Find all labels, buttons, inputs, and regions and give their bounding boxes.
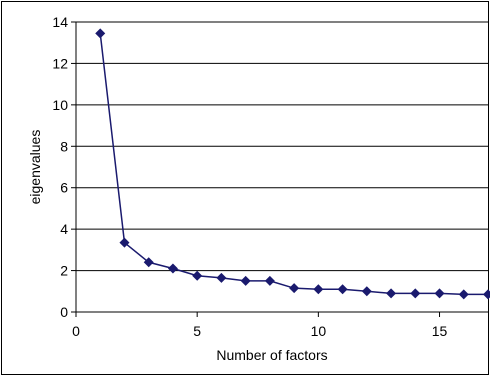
- y-tick-label: 14: [52, 14, 68, 30]
- data-point-marker: [410, 288, 421, 299]
- data-point-marker: [95, 28, 106, 39]
- data-point-marker: [143, 257, 154, 268]
- data-point-marker: [264, 275, 275, 286]
- x-tick-label: 15: [432, 323, 448, 339]
- data-point-marker: [192, 270, 203, 281]
- data-point-marker: [361, 286, 372, 297]
- y-tick-label: 6: [60, 180, 68, 196]
- y-tick-label: 10: [52, 97, 68, 113]
- data-point-marker: [289, 283, 300, 294]
- y-tick-label: 4: [60, 221, 68, 237]
- x-tick-label: 5: [193, 323, 201, 339]
- x-tick-labels: 0 5 10 15: [72, 323, 447, 339]
- y-tick-label: 8: [60, 138, 68, 154]
- y-axis-title: eigenvalues: [27, 130, 43, 205]
- gridlines: [76, 21, 488, 272]
- data-series: [95, 28, 490, 300]
- x-axis-title: Number of factors: [216, 347, 327, 363]
- axes: [71, 21, 488, 317]
- y-tick-label: 12: [52, 55, 68, 71]
- data-point-marker: [386, 288, 397, 299]
- data-point-marker: [337, 284, 348, 295]
- data-point-marker: [216, 272, 227, 283]
- data-point-marker: [313, 284, 324, 295]
- y-tick-labels: 0 2 4 6 8 10 12 14: [52, 14, 68, 320]
- series-line: [99, 33, 488, 296]
- data-point-marker: [458, 289, 469, 300]
- y-tick-label: 2: [60, 263, 68, 279]
- x-tick-label: 0: [72, 323, 80, 339]
- data-point-marker: [483, 289, 490, 300]
- y-tick-label: 0: [60, 304, 68, 320]
- data-point-marker: [434, 288, 445, 299]
- data-point-marker: [119, 237, 130, 248]
- data-point-marker: [240, 275, 251, 286]
- x-tick-label: 10: [311, 323, 327, 339]
- data-point-marker: [167, 263, 178, 274]
